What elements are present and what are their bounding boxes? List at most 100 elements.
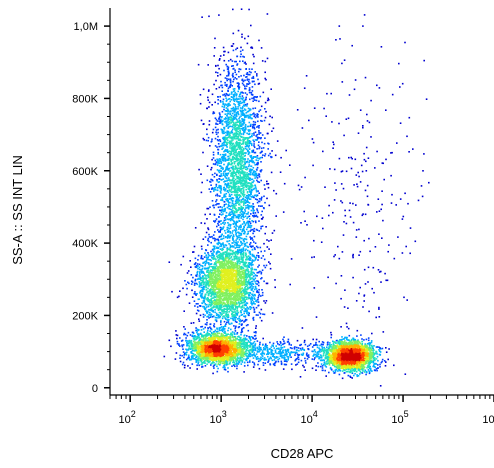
data-point [345, 358, 347, 361]
data-point [365, 359, 367, 361]
data-point [220, 189, 223, 191]
data-point [203, 337, 205, 340]
data-point [232, 359, 235, 361]
data-point [222, 210, 225, 213]
data-points [163, 8, 430, 387]
data-point [353, 347, 355, 349]
data-point [198, 356, 200, 358]
data-point [359, 354, 362, 357]
data-point [262, 154, 264, 156]
data-point [222, 100, 224, 103]
data-point [236, 343, 238, 346]
data-point [224, 189, 226, 192]
data-point [225, 344, 228, 347]
data-point [340, 353, 342, 355]
data-point [234, 352, 236, 355]
data-point [207, 356, 209, 359]
data-point [186, 349, 188, 351]
data-point [342, 345, 345, 347]
data-point [364, 343, 366, 345]
data-point [232, 212, 234, 214]
data-point [361, 348, 364, 351]
data-point [379, 363, 381, 366]
data-point [255, 135, 257, 137]
data-point [344, 354, 347, 356]
data-point [367, 369, 370, 371]
data-point [183, 356, 185, 359]
data-point [344, 340, 346, 342]
data-point [198, 341, 201, 344]
data-point [235, 233, 237, 236]
data-point [343, 356, 345, 359]
data-point [209, 340, 211, 342]
data-point [345, 363, 348, 365]
data-point [232, 336, 234, 339]
data-point [246, 206, 248, 209]
data-point [338, 368, 340, 370]
data-point [358, 351, 360, 353]
data-point [374, 366, 377, 369]
data-point [197, 333, 200, 335]
data-point [367, 339, 370, 342]
data-point [223, 337, 226, 339]
data-point [373, 366, 376, 368]
data-point [248, 141, 251, 144]
data-point [209, 350, 211, 352]
data-point [237, 172, 240, 175]
data-point [201, 357, 203, 359]
data-point [353, 351, 356, 354]
data-point [327, 349, 330, 351]
data-point [359, 348, 361, 350]
data-point [236, 115, 238, 117]
data-point [222, 174, 225, 176]
data-point [356, 367, 358, 370]
data-point [199, 352, 201, 354]
data-point [181, 339, 184, 342]
data-point [370, 348, 373, 351]
data-point [210, 328, 213, 331]
data-point [215, 349, 217, 351]
data-point [221, 346, 224, 348]
data-point [337, 359, 340, 362]
data-point [240, 342, 242, 345]
data-point [243, 340, 245, 342]
data-point [192, 345, 194, 348]
data-point [359, 347, 361, 349]
data-point [349, 364, 352, 367]
data-point [192, 353, 195, 355]
data-point [210, 331, 213, 334]
data-point [356, 353, 359, 355]
data-point [224, 332, 227, 335]
data-point [194, 343, 196, 345]
data-point [233, 332, 236, 334]
data-point [356, 357, 358, 360]
data-point [345, 367, 348, 369]
data-point [360, 351, 363, 354]
data-point [190, 344, 193, 346]
data-point [247, 208, 250, 210]
data-point [214, 342, 216, 345]
data-point [326, 363, 328, 365]
data-point [254, 139, 257, 141]
data-point [239, 237, 242, 239]
data-point [224, 195, 227, 198]
data-point [224, 367, 226, 369]
data-point [168, 339, 171, 342]
data-point [192, 334, 194, 337]
data-point [358, 354, 361, 357]
data-point [247, 224, 250, 226]
data-point [218, 344, 220, 346]
data-point [285, 149, 287, 152]
data-point [188, 342, 190, 344]
data-point [206, 343, 208, 345]
data-point [190, 341, 193, 344]
data-point [220, 329, 222, 331]
data-point [189, 334, 192, 336]
data-point [239, 353, 241, 355]
data-point [220, 348, 223, 350]
data-point [342, 347, 344, 349]
data-point [198, 320, 201, 322]
data-point [346, 357, 349, 359]
data-point [176, 340, 179, 343]
data-point [350, 356, 353, 359]
